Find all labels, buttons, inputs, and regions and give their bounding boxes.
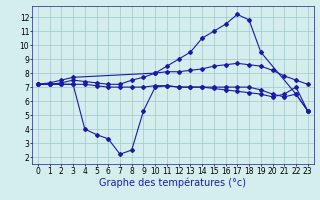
X-axis label: Graphe des températures (°c): Graphe des températures (°c)	[99, 177, 246, 188]
